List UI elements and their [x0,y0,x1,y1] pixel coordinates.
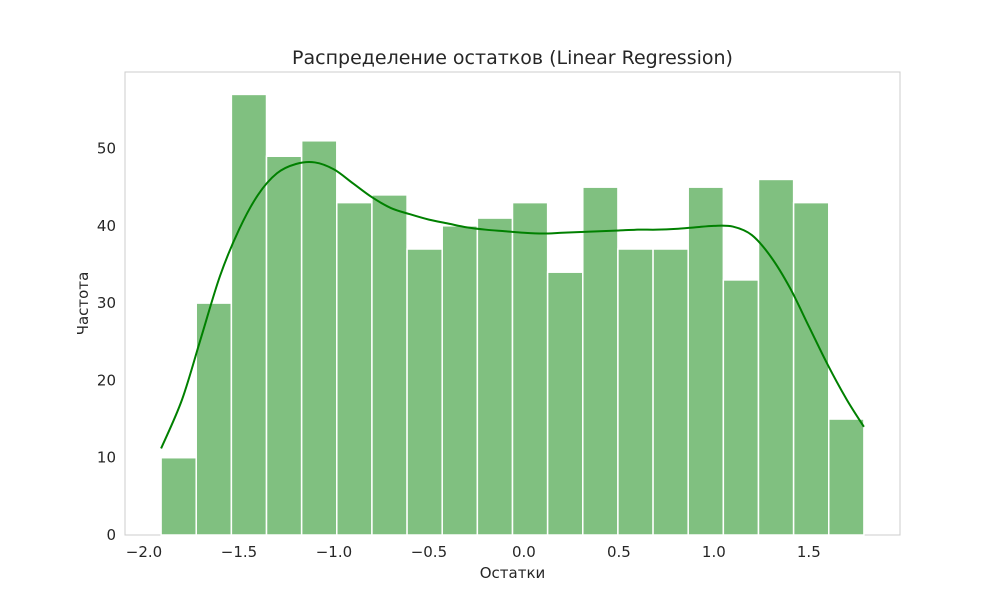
y-tick-label: 10 [97,449,116,467]
y-tick-label: 40 [97,217,116,235]
x-tick-label: −1.0 [316,543,352,561]
y-tick-label: 50 [97,140,116,158]
histogram-bar [160,456,197,536]
histogram-bar [617,248,654,536]
x-tick-label: −2.0 [126,543,162,561]
histogram-bar [195,302,233,536]
x-tick-label: 0.0 [512,543,536,561]
x-tick-label: 1.5 [797,543,821,561]
histogram-bars [160,93,865,536]
histogram-bar [441,225,479,536]
histogram-bar [582,186,619,536]
x-tick-label: 1.0 [702,543,726,561]
histogram-bar [757,178,795,536]
histogram-bar [792,201,830,536]
x-tick-label: −1.5 [221,543,257,561]
chart-title: Распределение остатков (Linear Regressio… [292,47,733,69]
histogram-bar [511,201,549,536]
histogram-bar [722,279,760,536]
x-tick-label: −0.5 [411,543,447,561]
histogram-bar [300,140,338,536]
y-tick-label: 0 [106,526,116,544]
x-axis-label: Остатки [480,564,546,582]
histogram-bar [265,155,303,536]
histogram-bar [652,248,689,536]
histogram-bar [371,194,408,536]
histogram-bar [687,186,725,536]
y-tick-label: 30 [97,294,116,312]
y-axis-ticks: 0 10 20 30 40 50 [97,140,116,544]
x-axis-ticks: −2.0 −1.5 −1.0 −0.5 0.0 0.5 1.0 1.5 [126,543,821,561]
histogram-bar [336,201,373,536]
y-axis-label: Частота [74,272,92,336]
histogram-bar [828,418,865,536]
histogram-bar [546,271,584,536]
histogram-bar [406,248,443,536]
histogram-bar [230,93,268,536]
kde-curve [160,161,865,449]
y-tick-label: 20 [97,371,116,389]
histogram-bar [476,217,514,536]
x-tick-label: 0.5 [607,543,631,561]
